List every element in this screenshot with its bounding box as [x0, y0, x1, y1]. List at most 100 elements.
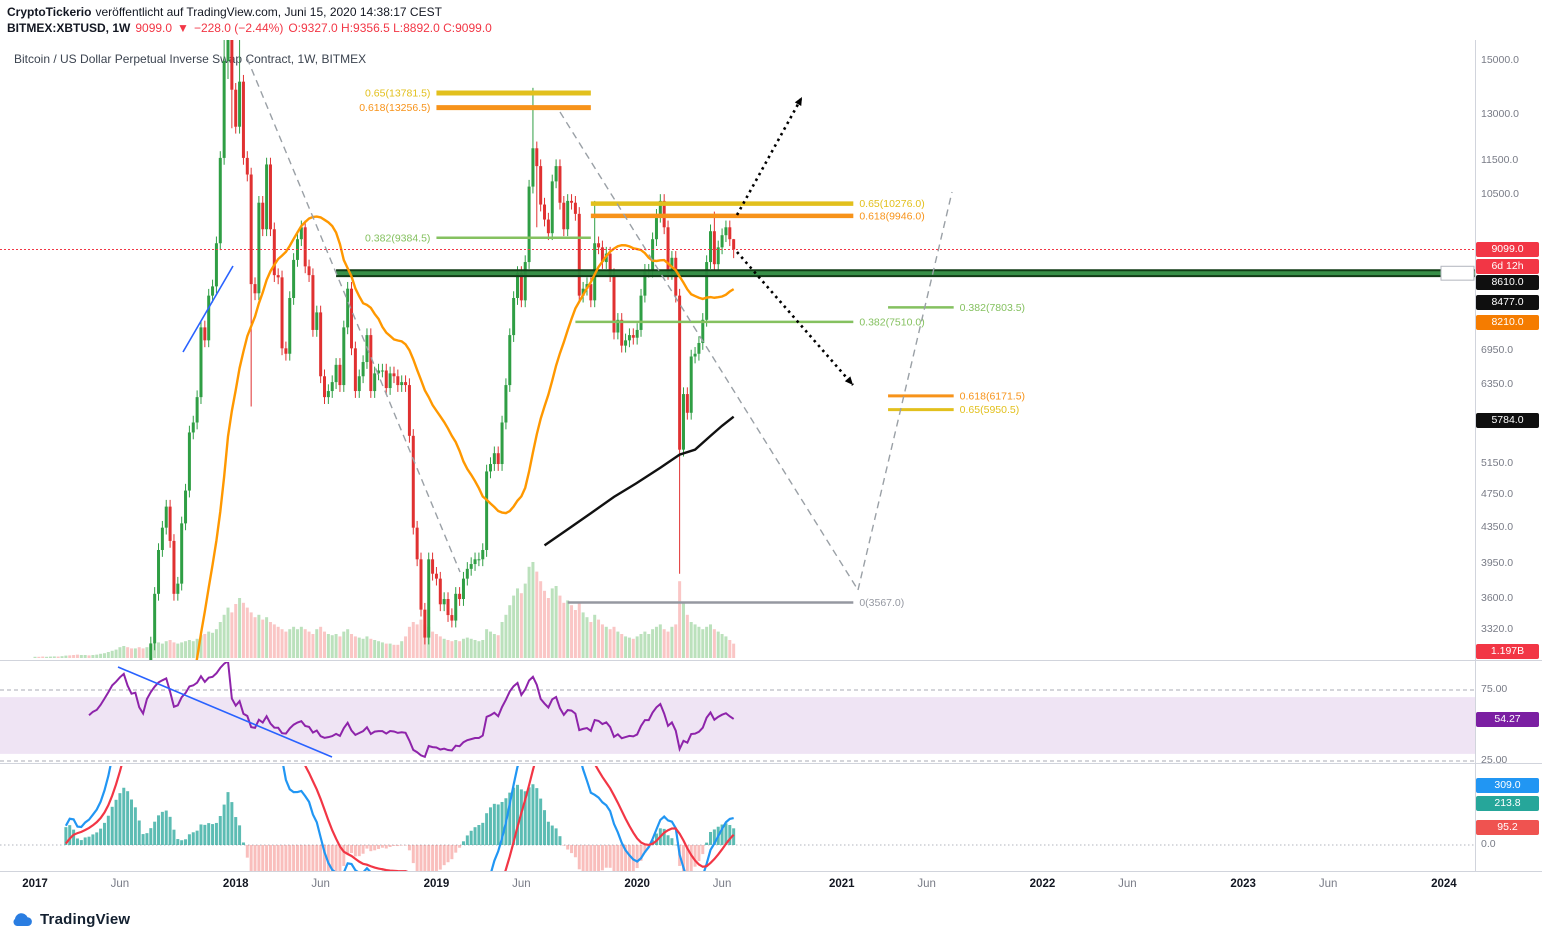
candle-body [581, 288, 585, 296]
volume-bar [500, 622, 504, 658]
volume-bar [446, 640, 450, 658]
candle-body [149, 643, 153, 660]
candle-body [187, 432, 191, 491]
volume-bar [369, 638, 373, 658]
time-tick-year: 2018 [222, 878, 249, 890]
macd-hist-bar [145, 833, 149, 845]
macd-hist-bar [481, 822, 485, 845]
candle-body [415, 527, 419, 560]
time-axis[interactable]: 2017 Jun 2018 Jun 2019 Jun 2020 Jun 2021 Jun 2022 J… [0, 876, 1542, 898]
fib-label: 0.618(13256.5) [359, 102, 430, 114]
macd-hist-bar [122, 787, 126, 845]
candle-body [288, 297, 292, 354]
time-tick-year: 2024 [1431, 878, 1457, 890]
macd-hist-bar [558, 836, 562, 845]
candle-body [697, 342, 701, 354]
candle-body [573, 202, 577, 214]
volume-bar [222, 614, 226, 658]
candle-body [172, 540, 176, 594]
volume-bar [666, 631, 670, 658]
chart-canvas[interactable]: 0.65(13781.5) 0.618(13256.5) 0.382(9384.5)… [0, 40, 1542, 872]
zone-end-label-box [1440, 265, 1475, 281]
volume-bar [87, 655, 91, 658]
author-name[interactable]: CryptoTickerio [7, 5, 92, 19]
candle-body [292, 259, 296, 298]
macd-hist-bar [662, 828, 666, 845]
volume-bar [99, 653, 103, 658]
volume-bar [712, 629, 716, 658]
volume-bar [241, 602, 245, 658]
volume-bar [589, 622, 593, 658]
volume-bar [157, 642, 161, 658]
ohlc-values: O:9327.0 H:9356.5 L:8892.0 C:9099.0 [288, 21, 492, 35]
macd-hist-bar [500, 801, 504, 845]
candle-body [315, 312, 319, 330]
macd-hist-bar [377, 845, 381, 849]
macd-hist-bar [604, 845, 608, 868]
volume-bar [276, 626, 280, 658]
candle-body [639, 295, 643, 330]
rsi-line [88, 662, 735, 759]
volume-bar [643, 631, 647, 658]
volume-bar [33, 656, 37, 658]
time-tick-month: Jun [712, 878, 732, 890]
candle-body [268, 164, 272, 230]
candle-body [164, 506, 168, 528]
time-tick-year: 2017 [22, 878, 48, 890]
symbol-header: BITMEX:XBTUSD, 1W 9099.0 ▼ −228.0 (−2.44%) O… [7, 21, 497, 35]
macd-hist-bar [187, 834, 191, 845]
candle-body [419, 559, 423, 610]
volume-bar [83, 655, 87, 658]
macd-hist-bar [411, 845, 415, 864]
volume-bar [326, 634, 330, 658]
macd-hist-bar [415, 845, 419, 872]
macd-hist-bar [527, 787, 531, 845]
time-tick-year: 2023 [1230, 878, 1256, 890]
candle-body [689, 356, 693, 413]
volume-bar [122, 646, 126, 658]
candle-body [153, 593, 157, 644]
volume-bar [195, 638, 199, 658]
volume-bar [52, 656, 56, 658]
volume-bar [303, 629, 307, 658]
candle-body [508, 335, 512, 386]
macd-hist-bar [64, 827, 68, 845]
macd-hist-bar [597, 845, 601, 872]
candle-body [284, 348, 288, 354]
macd-hist-bar [79, 840, 83, 845]
candle-body [350, 288, 354, 349]
volume-bar [245, 607, 249, 658]
macd-hist-bar [222, 804, 226, 845]
volume-bar [724, 636, 728, 658]
candle-body [728, 227, 732, 240]
volume-bar [292, 626, 296, 658]
footer: TradingView [10, 911, 130, 928]
candle-body [407, 385, 411, 436]
macd-hist-bar [292, 845, 296, 872]
symbol-title[interactable]: BITMEX:XBTUSD, 1W [7, 21, 131, 35]
candle-body [377, 370, 381, 374]
macd-hist-bar [600, 845, 604, 871]
macd-hist-bar [184, 839, 188, 845]
tradingview-brand[interactable]: TradingView [40, 911, 131, 928]
price-panel: 0.65(13781.5) 0.618(13256.5) 0.382(9384.5)… [0, 40, 1475, 660]
fib-label: 0(3567.0) [859, 597, 904, 609]
candle-body [500, 422, 504, 465]
volume-bar [434, 634, 438, 658]
volume-bar [164, 641, 168, 658]
fib-label: 0.618(6171.5) [960, 390, 1025, 402]
volume-bar [211, 632, 215, 658]
tradingview-logo-icon[interactable] [10, 911, 34, 928]
time-tick-year: 2022 [1029, 878, 1056, 890]
macd-hist-bar [91, 834, 95, 845]
macd-hist-bar [191, 832, 195, 845]
macd-hist-bar [315, 845, 319, 872]
rsi-band [0, 697, 1475, 754]
candle-body [211, 286, 215, 296]
macd-hist-bar [554, 828, 558, 845]
volume-bar [203, 634, 207, 658]
volume-bar [546, 598, 550, 658]
candle-body [431, 559, 435, 574]
macd-hist-bar [284, 845, 288, 872]
fib-label: 0.65(13781.5) [365, 87, 430, 99]
